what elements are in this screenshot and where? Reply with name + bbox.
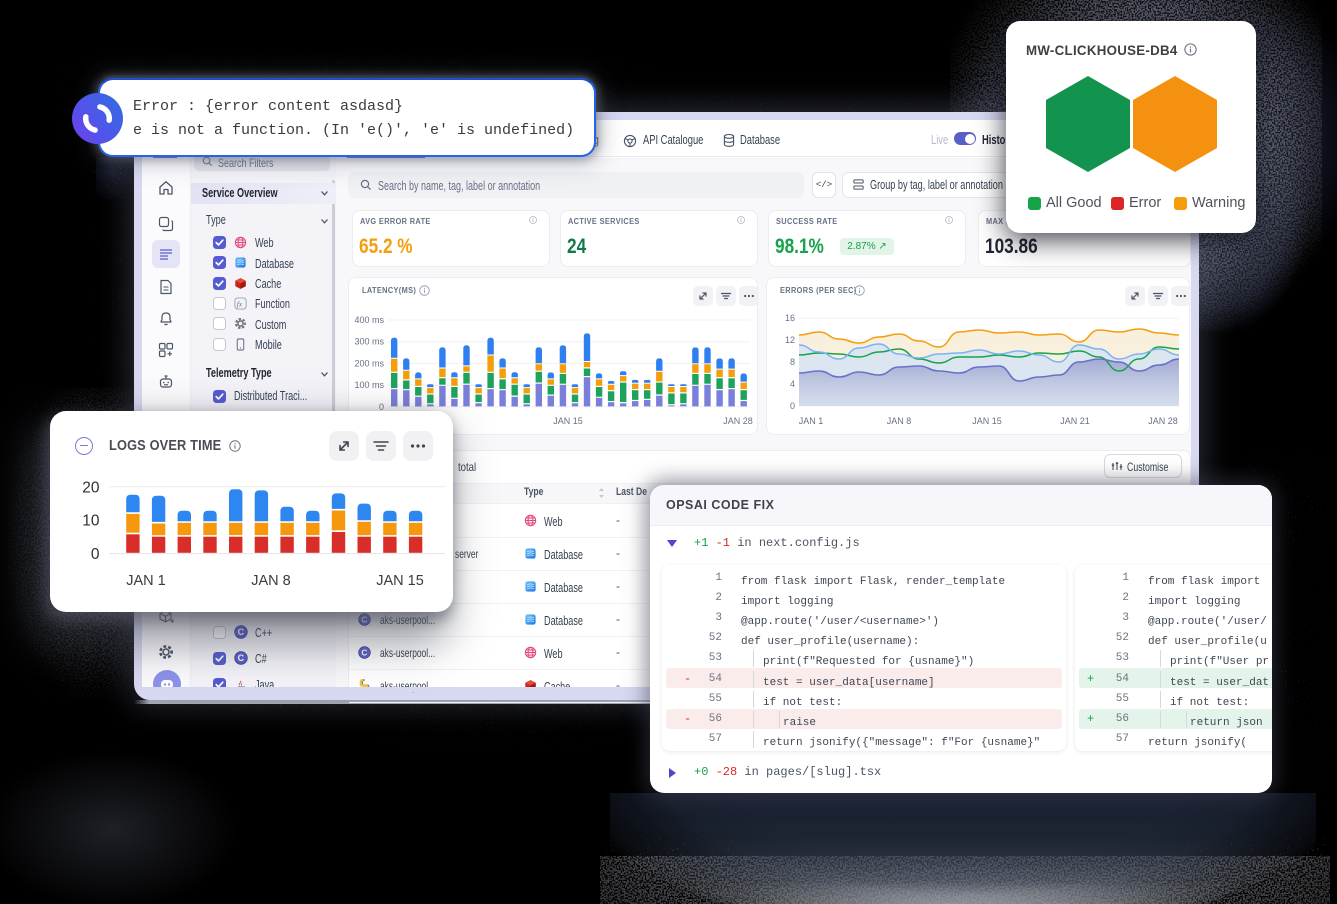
svg-text:200 ms: 200 ms <box>354 358 384 368</box>
svg-text:JAN 8: JAN 8 <box>887 416 912 426</box>
svg-text:400 ms: 400 ms <box>354 315 384 325</box>
svg-text:JAN 15: JAN 15 <box>376 573 424 589</box>
svg-text:C: C <box>238 627 245 637</box>
svg-text:12: 12 <box>785 335 795 345</box>
svg-text:JAN 28: JAN 28 <box>723 416 753 426</box>
svg-text:JAN 21: JAN 21 <box>1060 416 1090 426</box>
svg-text:16: 16 <box>785 313 795 323</box>
svg-text:C: C <box>238 653 245 663</box>
svg-text:JAN 1: JAN 1 <box>126 573 166 589</box>
svg-text:C: C <box>361 647 367 657</box>
svg-text:20: 20 <box>82 479 100 496</box>
svg-text:C: C <box>361 614 367 624</box>
svg-text:JAN 1: JAN 1 <box>799 416 824 426</box>
svg-text:JAN 28: JAN 28 <box>1148 416 1178 426</box>
svg-text:300 ms: 300 ms <box>354 337 384 347</box>
svg-text:JAN 8: JAN 8 <box>251 573 291 589</box>
svg-text:10: 10 <box>82 512 100 529</box>
svg-text:0: 0 <box>790 401 795 411</box>
svg-text:8: 8 <box>790 357 795 367</box>
svg-text:JAN 15: JAN 15 <box>972 416 1002 426</box>
svg-text:0: 0 <box>379 402 384 412</box>
svg-text:JAN 15: JAN 15 <box>553 416 583 426</box>
svg-text:fx: fx <box>237 299 243 308</box>
svg-text:100 ms: 100 ms <box>354 380 384 390</box>
svg-text:0: 0 <box>91 546 100 563</box>
svg-text:4: 4 <box>790 379 795 389</box>
